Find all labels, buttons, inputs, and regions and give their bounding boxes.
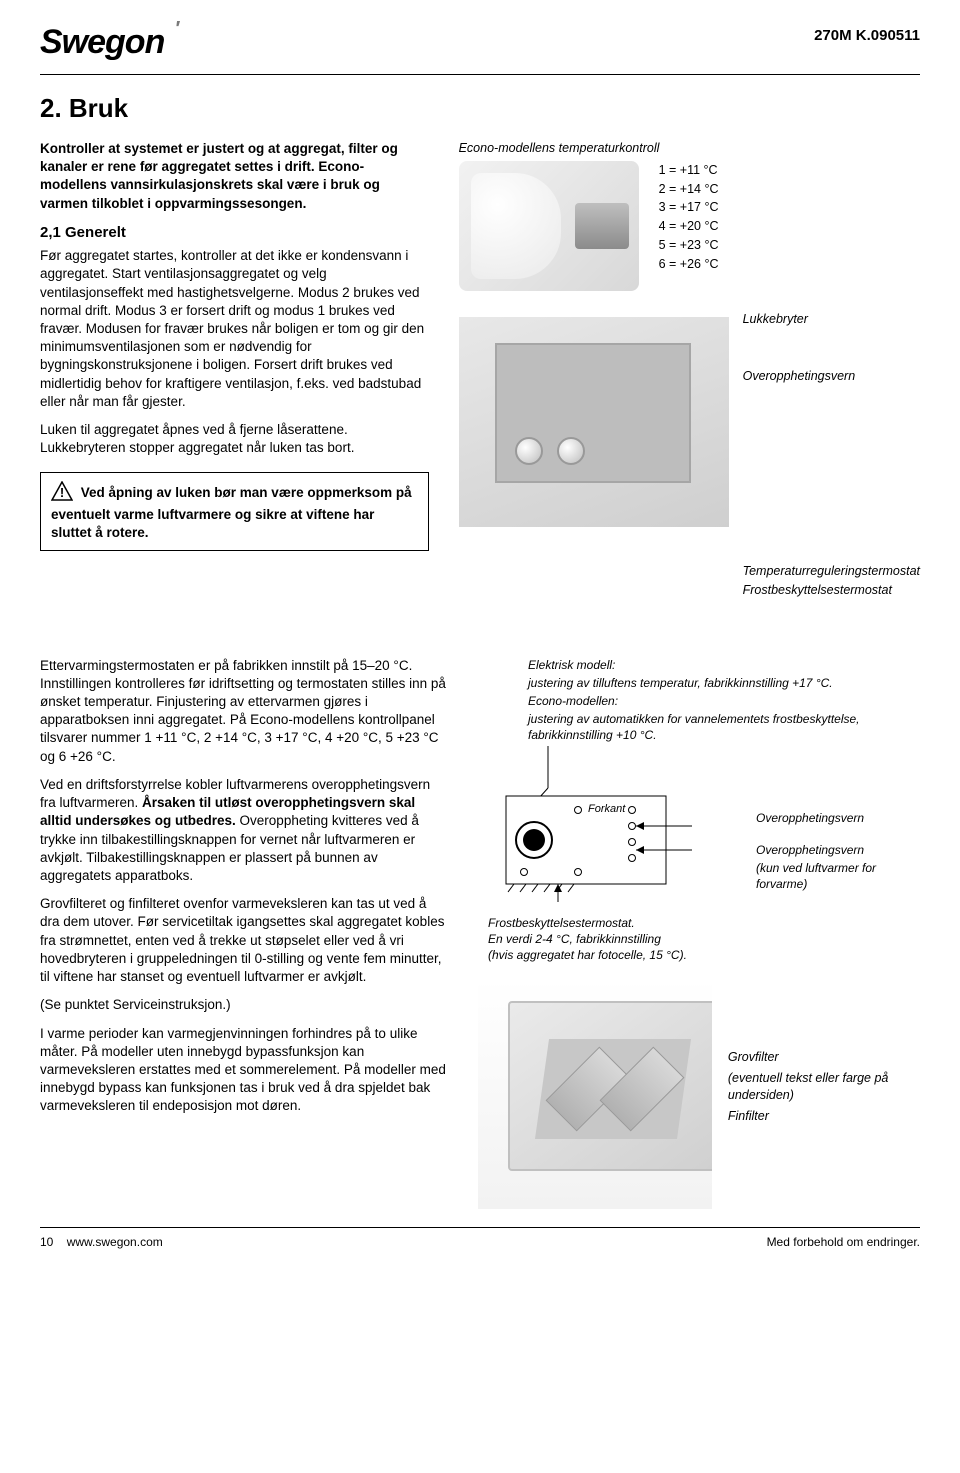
- unit-photo-block: Lukkebryter Overopphetingsvern: [459, 311, 920, 527]
- document-id: 270M K.090511: [814, 26, 920, 46]
- footer-url: www.swegon.com: [67, 1235, 163, 1249]
- temp-row: 4 = +20 °C: [659, 217, 719, 236]
- logo-word: Swegon: [40, 23, 164, 61]
- diag-side-1: Overopphetingsvern: [756, 810, 920, 826]
- thermo-caption: Econo-modellens temperaturkontroll: [459, 140, 920, 157]
- body-paragraph-1: Før aggregatet startes, kontroller at de…: [40, 247, 429, 411]
- body-paragraph-4: Grovfilteret og finfilteret ovenfor varm…: [40, 895, 448, 986]
- diagram-side-notes: Overopphetingsvern Overopphetingsvern (k…: [756, 746, 920, 895]
- upper-left-column: Kontroller at systemet er justert og at …: [40, 140, 429, 639]
- unit-exterior-photo: [478, 979, 712, 1209]
- diag-top-4: justering av automatikken for vannelemen…: [528, 711, 920, 743]
- page-number: 10: [40, 1235, 53, 1249]
- diag-side-2a: Overopphetingsvern: [756, 842, 920, 858]
- temp-row: 3 = +17 °C: [659, 198, 719, 217]
- logo-mark-icon: ′: [175, 16, 179, 43]
- thermostat-image: [459, 161, 639, 291]
- body-paragraph-6: I varme perioder kan varmegjenvinningen …: [40, 1025, 448, 1116]
- subsection-heading: 2,1 Generelt: [40, 223, 429, 243]
- thermo-figure: 1 = +11 °C 2 = +14 °C 3 = +17 °C 4 = +20…: [459, 161, 920, 291]
- page-header: Swegon′ 270M K.090511: [40, 20, 920, 66]
- header-divider: [40, 74, 920, 75]
- body-paragraph-3b: Ved en driftsforstyrrelse kobler luftvar…: [40, 776, 448, 885]
- warning-box: ! Ved åpning av luken bør man være oppme…: [40, 472, 429, 552]
- diag-below-2: En verdi 2-4 °C, fabrikkinnstilling: [488, 931, 728, 947]
- unit-row: Grovfilter (eventuell tekst eller farge …: [478, 979, 920, 1209]
- temp-row: 2 = +14 °C: [659, 180, 719, 199]
- body-paragraph-2: Luken til aggregatet åpnes ved å fjerne …: [40, 421, 429, 457]
- label-grovfilter: Grovfilter: [728, 1049, 920, 1066]
- swegon-logo: Swegon′: [40, 20, 220, 66]
- logo-text: Swegon′: [40, 20, 164, 66]
- page-footer: 10 www.swegon.com Med forbehold om endri…: [40, 1227, 920, 1250]
- warning-text: Ved åpning av luken bør man være oppmerk…: [51, 485, 412, 540]
- body-paragraph-5: (Se punktet Serviceinstruksjon.): [40, 996, 448, 1014]
- diagram-row: Forkant Frostbeskyttelsestermostat. En v…: [478, 746, 920, 964]
- temp-row: 1 = +11 °C: [659, 161, 719, 180]
- label-frost-termostat: Frostbeskyttelsestermostat: [743, 582, 920, 599]
- body-paragraph-3a: Ettervarmingstermostaten er på fabrikken…: [40, 657, 448, 766]
- photo-labels-lower: Temperaturreguleringstermostat Frostbesk…: [743, 563, 920, 599]
- diagram-svg: Forkant Frostbeskyttelsestermostat. En v…: [478, 746, 738, 964]
- footer-left: 10 www.swegon.com: [40, 1234, 163, 1250]
- label-paren: (eventuell tekst eller farge på undersid…: [728, 1070, 920, 1104]
- unit-labels: Grovfilter (eventuell tekst eller farge …: [728, 979, 920, 1129]
- lower-right-column: Elektrisk modell: justering av tilluften…: [478, 657, 920, 1210]
- diag-side-2b: (kun ved luftvarmer for forvarme): [756, 860, 920, 892]
- label-overopphetingsvern: Overopphetingsvern: [743, 368, 856, 385]
- intro-paragraph: Kontroller at systemet er justert og at …: [40, 140, 429, 213]
- lower-left-column: Ettervarmingstermostaten er på fabrikken…: [40, 657, 448, 1210]
- label-finfilter: Finfilter: [728, 1108, 920, 1125]
- diag-below-1: Frostbeskyttelsestermostat.: [488, 915, 728, 931]
- svg-text:!: !: [60, 485, 64, 500]
- label-lukkebryter: Lukkebryter: [743, 311, 856, 328]
- upper-two-column: Kontroller at systemet er justert og at …: [40, 140, 920, 639]
- temperature-legend: 1 = +11 °C 2 = +14 °C 3 = +17 °C 4 = +20…: [659, 161, 719, 274]
- unit-internal-photo: [459, 317, 729, 527]
- warning-icon: !: [51, 481, 73, 506]
- upper-right-column: Econo-modellens temperaturkontroll 1 = +…: [459, 140, 920, 639]
- diagram-below-notes: Frostbeskyttelsestermostat. En verdi 2-4…: [488, 915, 728, 964]
- temp-row: 5 = +23 °C: [659, 236, 719, 255]
- photo-labels: Lukkebryter Overopphetingsvern: [743, 311, 856, 425]
- label-temp-termostat: Temperaturreguleringstermostat: [743, 563, 920, 580]
- diag-below-3: (hvis aggregatet har fotocelle, 15 °C).: [488, 947, 728, 963]
- diag-top-1: Elektrisk modell:: [528, 657, 920, 673]
- lower-two-column: Ettervarmingstermostaten er på fabrikken…: [40, 657, 920, 1210]
- forkant-label: Forkant: [588, 803, 626, 815]
- diag-top-2: justering av tilluftens temperatur, fabr…: [528, 675, 920, 691]
- footer-right: Med forbehold om endringer.: [767, 1234, 920, 1250]
- section-title: 2. Bruk: [40, 91, 920, 126]
- temp-row: 6 = +26 °C: [659, 255, 719, 274]
- diag-top-3: Econo-modellen:: [528, 693, 920, 709]
- diagram-top-notes: Elektrisk modell: justering av tilluften…: [528, 657, 920, 744]
